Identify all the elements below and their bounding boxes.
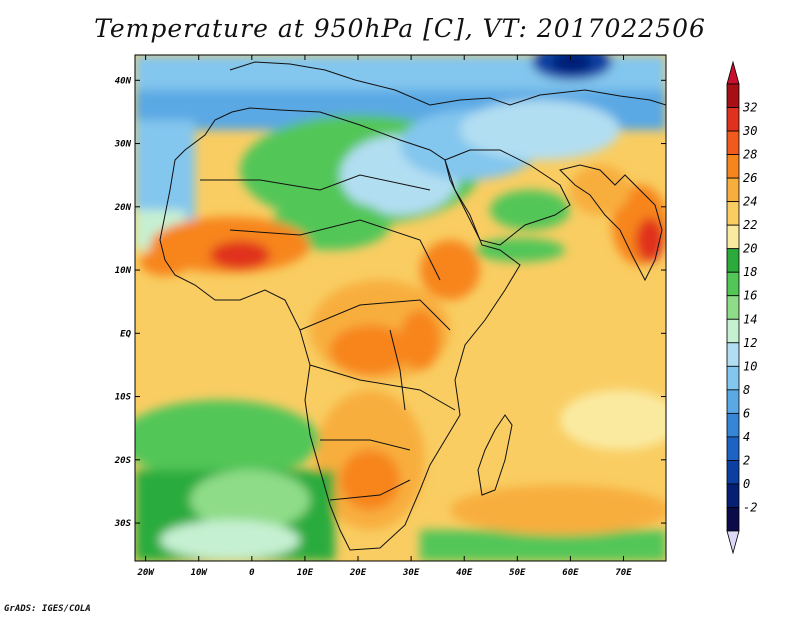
colorbar-label: 28 — [743, 148, 757, 162]
colorbar-swatch — [726, 201, 740, 226]
colorbar-swatch — [726, 412, 740, 438]
colorbar-swatch — [726, 365, 740, 391]
colorbar-swatch — [726, 177, 740, 203]
colorbar-label: 26 — [743, 171, 757, 185]
colorbar-swatch — [726, 318, 740, 344]
colorbar-swatch — [726, 83, 740, 108]
lon-label: 20E — [349, 568, 367, 578]
colorbar-label: 14 — [743, 312, 757, 326]
colorbar-label: 0 — [743, 477, 750, 491]
colorbar-swatch — [726, 271, 740, 297]
lat-label: 40N — [115, 76, 132, 86]
temperature-field — [135, 55, 666, 561]
colorbar-label: 4 — [743, 430, 750, 444]
lat-label: 20N — [114, 203, 132, 213]
lon-label: 70E — [615, 568, 632, 578]
credit-text: GrADS: IGES/COLA — [4, 604, 91, 614]
colorbar-label: 10 — [743, 359, 757, 373]
colorbar-label: -2 — [743, 500, 757, 514]
colorbar-label: 30 — [742, 124, 757, 138]
colorbar-swatch — [726, 507, 740, 532]
page-title: Temperature at 950hPa [C], VT: 201702250… — [94, 14, 706, 43]
colorbar-label: 16 — [743, 289, 757, 303]
colorbar-swatch — [726, 107, 740, 132]
colorbar-top-arrow — [726, 60, 740, 85]
lon-label: 10W — [191, 568, 209, 578]
colorbar-label: 32 — [742, 101, 757, 115]
colorbar-swatch — [726, 460, 740, 485]
colorbar-swatch — [726, 130, 740, 155]
lon-label: 0 — [249, 568, 255, 578]
lon-label: 40E — [456, 568, 473, 578]
lat-label: 20S — [114, 456, 132, 466]
colorbar-swatch — [726, 295, 740, 320]
lat-label: 30N — [114, 140, 132, 150]
colorbar-label: 12 — [743, 336, 757, 350]
lon-label: 30E — [402, 568, 420, 578]
colorbar-label: 8 — [743, 383, 750, 397]
colorbar-swatch — [726, 342, 740, 367]
lon-label: 60E — [562, 568, 579, 578]
lat-label: EQ — [120, 329, 131, 339]
colorbar-label: 6 — [743, 406, 750, 420]
plot-frame — [134, 54, 667, 562]
colorbar-swatch — [726, 436, 740, 461]
lon-label: 10E — [297, 568, 314, 578]
colorbar-swatch — [726, 224, 740, 250]
lat-label: 10N — [115, 266, 132, 276]
coastlines — [159, 61, 666, 551]
lat-label: 30S — [114, 519, 132, 529]
colorbar-label: 24 — [743, 195, 757, 209]
colorbar-swatch — [726, 389, 740, 414]
colorbar-swatch — [726, 483, 740, 508]
colorbar-swatch — [726, 248, 740, 273]
lon-label: 50E — [509, 568, 526, 578]
lat-label: 10S — [115, 393, 132, 403]
colorbar-swatch — [726, 154, 740, 179]
colorbar-bottom-arrow — [726, 530, 740, 555]
latitude-ticks: 40N 30N 20N 10N EQ 10S 20S 30S — [114, 76, 666, 529]
colorbar-label: 18 — [743, 265, 757, 279]
lon-label: 20W — [136, 568, 155, 578]
longitude-ticks: 20W 10W 0 10E 20E 30E 40E 50E 60E 70E — [136, 55, 632, 578]
colorbar-label: 2 — [743, 453, 750, 467]
colorbar-label: 20 — [743, 242, 757, 256]
colorbar-label: 22 — [743, 218, 757, 232]
